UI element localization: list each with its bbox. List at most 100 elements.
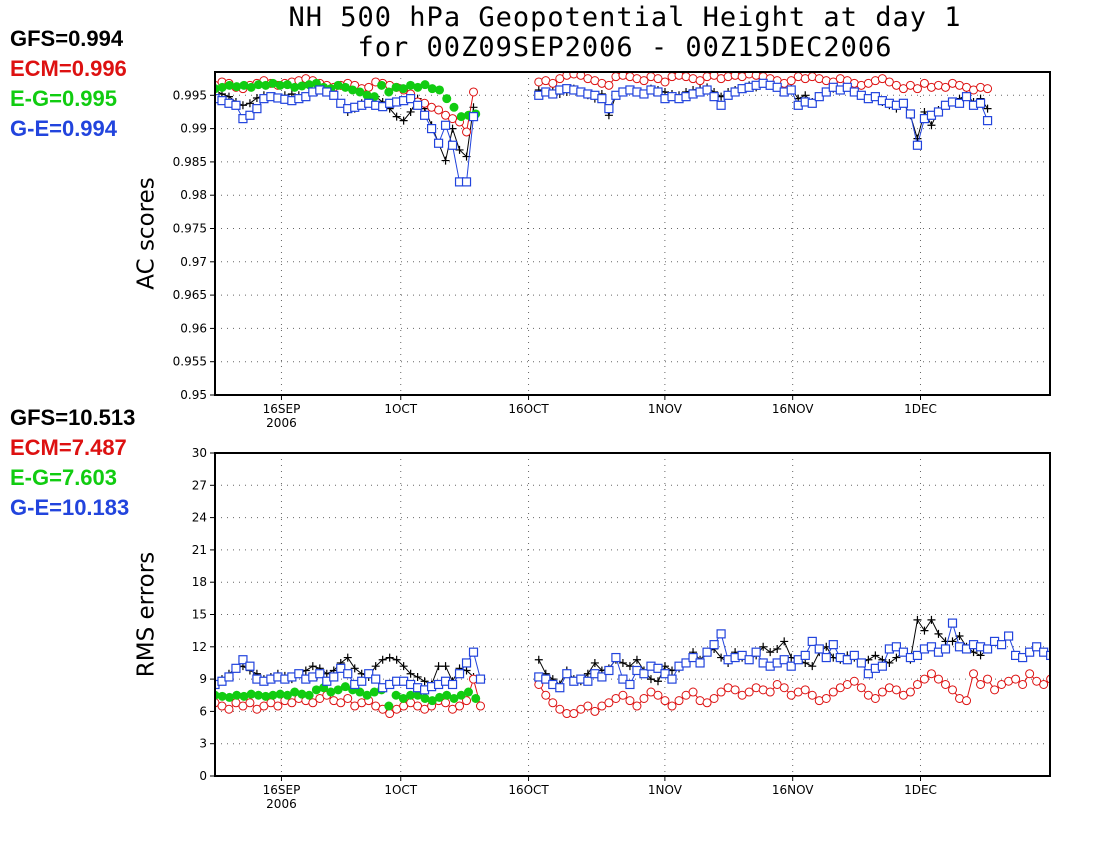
rms-ytick-label-8: 24 xyxy=(192,511,207,525)
ac-gfs-point xyxy=(399,116,408,125)
ac-eg-point xyxy=(217,82,227,92)
ac-ge-point xyxy=(426,124,437,134)
rms-eg-point xyxy=(340,682,350,692)
ac-ge-point xyxy=(245,110,255,120)
ac-ge-point xyxy=(420,110,430,120)
rms-ge-point xyxy=(653,663,663,673)
rms-ecm-point xyxy=(273,701,283,711)
rms-xtick-label-5: 1DEC xyxy=(904,783,937,797)
rms-ge-point xyxy=(863,669,873,679)
rms-eg-point xyxy=(398,693,408,703)
ac-eg-point xyxy=(304,80,314,90)
rms-eg-point xyxy=(326,687,336,697)
rms-eg-point xyxy=(232,690,242,700)
rms-ecm-point xyxy=(821,693,831,703)
rms-ytick-label-7: 21 xyxy=(192,543,207,557)
ac-ecm-point xyxy=(940,82,950,92)
ac-ytick-label-1: 0.955 xyxy=(173,355,207,369)
rms-ge-point xyxy=(744,655,754,665)
rms-gfs-point xyxy=(920,626,929,635)
rms-gfs-point xyxy=(420,677,429,686)
rms-eg-point xyxy=(406,690,416,700)
rms-ge-point xyxy=(329,672,339,682)
ac-ge-point xyxy=(433,138,444,148)
ac-eg-point xyxy=(398,84,408,94)
rms-legend: GFS=10.513 ECM=7.487 E-G=7.603 G-E=10.18… xyxy=(10,403,135,523)
ac-panel: 0.95 0.955 0.96 0.965 0.97 0.975 0.98 0.985 0.99… xyxy=(134,71,1051,430)
rms-ge-point xyxy=(357,676,367,686)
rms-ge-point xyxy=(947,618,958,628)
rms-eg-point xyxy=(362,690,372,700)
rms-eg-point xyxy=(384,701,394,711)
ac-xtick-label-0: 16SEP xyxy=(263,402,301,416)
rms-ytick-label-4: 12 xyxy=(192,640,207,654)
rms-ge-point xyxy=(343,669,353,679)
rms-ecm-point xyxy=(870,693,880,703)
rms-ge-point xyxy=(1025,647,1035,657)
rms-gfs-point xyxy=(808,662,817,671)
ac-ytick-label-2: 0.96 xyxy=(180,321,207,335)
rms-ge-point xyxy=(681,658,691,668)
rms-eg-point xyxy=(268,690,278,700)
rms-ge-point xyxy=(562,669,572,679)
ac-eg-point xyxy=(406,80,416,90)
rms-ecm-point xyxy=(639,693,649,703)
rms-ge-point xyxy=(667,674,677,684)
ac-ylabel: AC scores xyxy=(134,177,160,289)
ac-ge-point xyxy=(933,107,944,117)
ac-ytick-label-9: 0.995 xyxy=(173,88,207,102)
ac-eg-point xyxy=(275,80,285,90)
rms-gfs-point xyxy=(934,629,943,638)
rms-ecm-point xyxy=(308,698,318,708)
rms-gfs-point xyxy=(976,651,985,660)
rms-xtick-sublabel-0: 2006 xyxy=(266,797,297,811)
rms-gfs-point xyxy=(385,653,394,662)
ac-ge-point xyxy=(709,92,719,102)
rms-ecm-point xyxy=(800,685,810,695)
rms-ecm-point xyxy=(891,685,901,695)
rms-ge-point xyxy=(1046,650,1050,661)
rms-eg-point xyxy=(456,690,466,700)
rms-ge-point xyxy=(926,642,937,652)
rms-ecm-point xyxy=(1039,679,1049,689)
ac-ge-point xyxy=(406,94,416,104)
rms-ge-point xyxy=(828,640,838,650)
rms-eg-point xyxy=(442,690,452,700)
ac-ytick-label-3: 0.965 xyxy=(173,288,207,302)
rms-ecm-point xyxy=(224,704,234,714)
rms-ecm-point xyxy=(779,683,789,693)
rms-ge-point xyxy=(639,669,649,679)
rms-ge-point xyxy=(849,650,859,661)
ac-ecm-point xyxy=(695,76,705,86)
rms-ge-point xyxy=(821,652,831,663)
rms-ge-point xyxy=(940,644,951,654)
ac-ecm-point xyxy=(604,80,614,90)
rms-gfs-point xyxy=(441,662,450,671)
ac-ge-point xyxy=(231,100,241,110)
ac-eg-point xyxy=(456,112,466,122)
ac-ge-point xyxy=(905,109,916,119)
ac-ge-point xyxy=(807,98,817,108)
ac-eg-point xyxy=(340,82,350,92)
rms-ecm-point xyxy=(940,679,950,689)
rms-ecm-point xyxy=(287,698,297,708)
rms-ecm-point xyxy=(948,685,958,695)
rms-gfs-point xyxy=(434,662,443,671)
rms-ecm-point xyxy=(969,669,979,679)
ac-ge-point xyxy=(982,116,993,126)
ac-eg-point xyxy=(282,80,292,90)
ac-eg-point xyxy=(355,87,365,97)
rms-eg-point xyxy=(224,692,234,702)
rms-ecm-point xyxy=(455,701,465,711)
rms-legend-eg: E-G=7.603 xyxy=(10,465,118,490)
rms-ecm-point xyxy=(828,687,838,697)
ac-ecm-point xyxy=(786,76,796,86)
rms-ecm-point xyxy=(688,687,698,697)
rms-ecm-point xyxy=(856,683,866,693)
rms-ecm-point xyxy=(653,690,663,700)
rms-ge-point xyxy=(231,663,241,673)
ac-xtick-sublabel-0: 2006 xyxy=(266,416,297,430)
ac-ecm-point xyxy=(434,105,444,115)
ac-ge-point xyxy=(975,98,986,108)
